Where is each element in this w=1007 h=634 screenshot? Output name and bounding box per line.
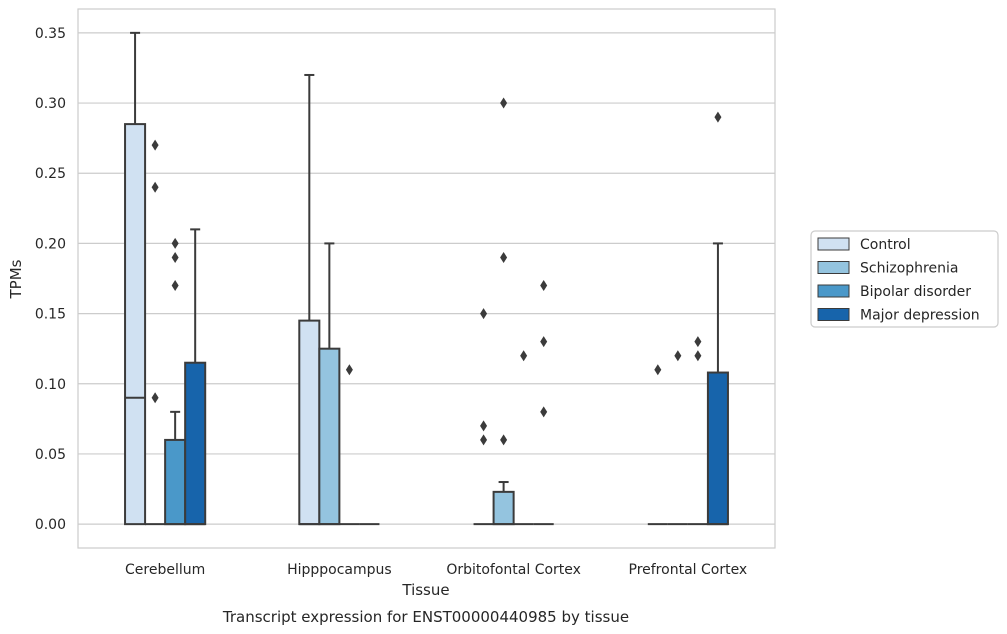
y-tick-label: 0.25 — [35, 166, 66, 182]
box-2-1 — [339, 364, 360, 526]
legend-item: Major depression — [817, 308, 980, 324]
box-2-0 — [164, 237, 187, 526]
box-rect — [706, 371, 729, 526]
x-tick-label: Prefrontal Cortex — [629, 562, 748, 578]
y-axis-title: TPMs — [7, 259, 25, 299]
box-0-2 — [473, 308, 494, 526]
outlier-point — [500, 251, 508, 263]
outlier-point — [171, 237, 179, 249]
y-tick-label: 0.20 — [35, 236, 66, 252]
legend-label: Schizophrenia — [860, 261, 958, 277]
outlier-point — [171, 280, 179, 292]
legend-swatch — [817, 308, 850, 321]
outlier-point — [540, 336, 548, 348]
box-2-3 — [687, 336, 708, 526]
box-rect — [164, 438, 187, 526]
box-3-3 — [706, 111, 729, 526]
box-0-1 — [298, 73, 321, 526]
box-1-2 — [492, 97, 515, 526]
box-rect — [298, 319, 321, 526]
outlier-point — [151, 392, 159, 404]
outlier-point — [714, 111, 722, 123]
legend-swatch — [817, 261, 850, 274]
outlier-point — [500, 97, 508, 109]
legend: Control Schizophrenia Bipolar disorder Majo… — [810, 230, 999, 328]
outlier-point — [151, 181, 159, 193]
outlier-point — [674, 350, 682, 362]
outlier-point — [540, 406, 548, 418]
outlier-point — [500, 434, 508, 446]
x-axis-title: Tissue — [401, 581, 449, 599]
outlier-point — [480, 420, 488, 432]
outlier-point — [540, 280, 548, 292]
outlier-point — [480, 308, 488, 320]
box-0-0 — [124, 31, 147, 526]
box-3-0 — [184, 228, 207, 526]
box-0-3 — [647, 364, 668, 526]
figure-caption: Transcript expression for ENST0000044098… — [222, 608, 629, 626]
outlier-point — [345, 364, 353, 376]
x-tick-label: Orbitofontal Cortex — [446, 562, 581, 578]
legend-item: Bipolar disorder — [817, 284, 971, 300]
x-tick-label: Hipppocampus — [287, 562, 392, 578]
box-2-2 — [513, 350, 534, 526]
y-tick-label: 0.10 — [35, 377, 66, 393]
x-tick-labels: Cerebellum Hipppocampus Orbitofontal Corte… — [125, 562, 747, 578]
legend-swatch — [817, 284, 850, 298]
outlier-point — [694, 336, 702, 348]
outlier-point — [694, 350, 702, 362]
legend-item: Control — [817, 237, 911, 253]
box-3-2 — [533, 280, 554, 526]
legend-box — [810, 230, 999, 328]
legend-label: Major depression — [860, 308, 980, 324]
y-tick-labels: 0.00 0.05 0.10 0.15 0.20 0.25 0.30 0.35 — [35, 26, 66, 533]
y-tick-label: 0.00 — [35, 517, 66, 533]
box-rect — [184, 361, 207, 526]
box-rect — [492, 490, 515, 526]
box-1-1 — [318, 242, 341, 526]
box-1-0 — [145, 139, 166, 526]
legend-label: Control — [860, 237, 911, 253]
x-tick-label: Cerebellum — [125, 562, 205, 578]
outlier-point — [480, 434, 488, 446]
y-tick-label: 0.05 — [35, 447, 66, 463]
box-rect — [318, 347, 341, 526]
y-tick-label: 0.30 — [35, 96, 66, 112]
outlier-point — [654, 364, 662, 376]
outlier-point — [171, 251, 179, 263]
legend-item: Schizophrenia — [817, 261, 958, 277]
box-plots — [124, 31, 729, 526]
outlier-point — [151, 139, 159, 151]
box-1-3 — [667, 350, 688, 526]
y-tick-label: 0.35 — [35, 26, 66, 42]
y-tick-label: 0.15 — [35, 307, 66, 323]
legend-label: Bipolar disorder — [860, 284, 971, 300]
box-rect — [124, 123, 147, 526]
legend-swatch — [817, 237, 850, 251]
outlier-point — [520, 350, 528, 362]
plot-frame — [77, 8, 776, 549]
